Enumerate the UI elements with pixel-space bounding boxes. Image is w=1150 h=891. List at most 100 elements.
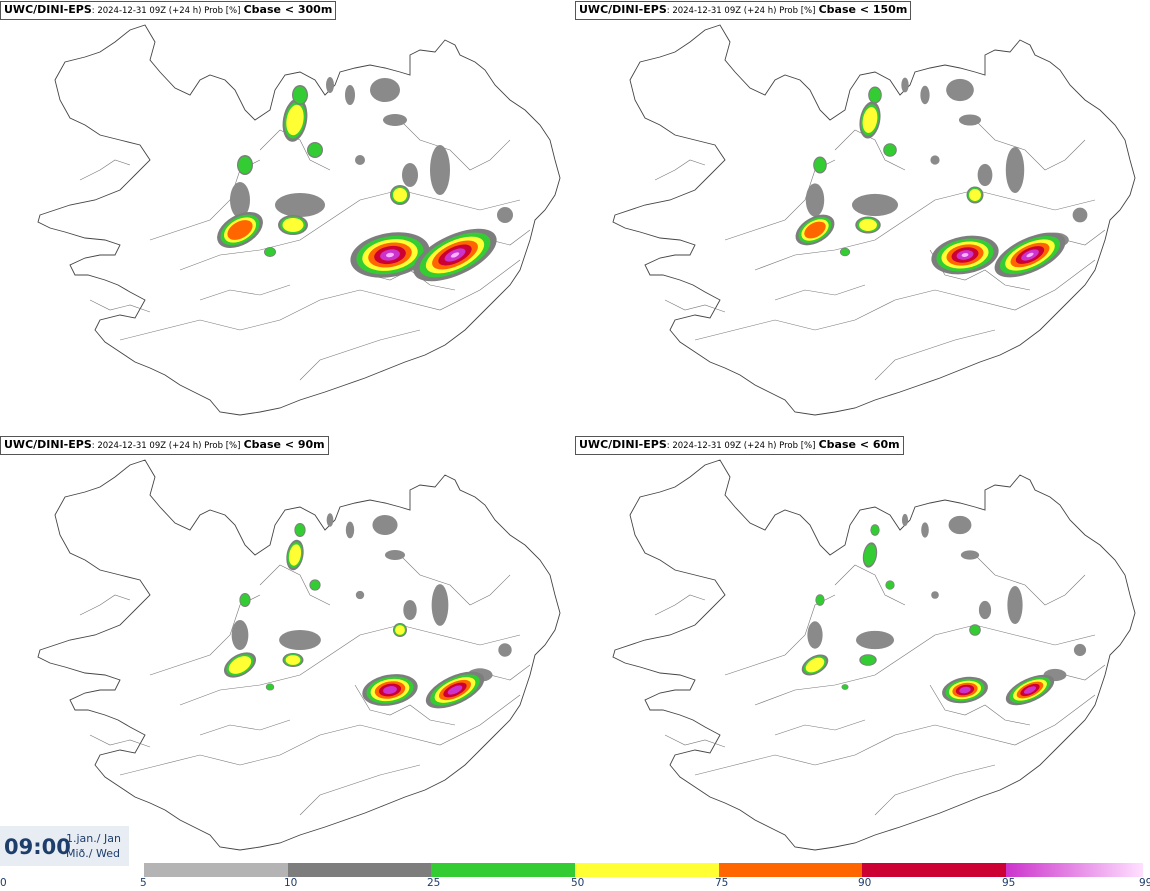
road-line [89, 734, 151, 748]
road-line [259, 564, 331, 606]
probability-area [901, 513, 909, 527]
road-line [199, 719, 291, 736]
probability-area [310, 580, 320, 590]
probability-area [930, 155, 940, 165]
panel-title: UWC/DINI-EPS: 2024-12-31 09Z (+24 h) Pro… [0, 436, 329, 455]
probability-area [1023, 686, 1037, 694]
map-panel-3: UWC/DINI-EPS: 2024-12-31 09Z (+24 h) Pro… [0, 435, 575, 865]
road-line [694, 694, 1096, 776]
probability-area [383, 686, 397, 694]
probability-area [855, 630, 895, 650]
road-line [754, 189, 1096, 271]
panel-title-info: : 2024-12-31 09Z (+24 h) Prob [%] [666, 6, 816, 16]
road-line [694, 259, 1096, 341]
probability-area [370, 78, 400, 102]
colorbar-tick: 5 [140, 877, 147, 889]
colorbar-tick: 0 [0, 877, 7, 889]
probability-area [326, 77, 334, 93]
colorbar-tick: 75 [715, 877, 729, 889]
probability-area [266, 684, 274, 690]
probability-area [901, 77, 909, 93]
probability-area [807, 621, 823, 649]
probability-area [498, 643, 512, 657]
map-panel-4: UWC/DINI-EPS: 2024-12-31 09Z (+24 h) Pro… [575, 435, 1150, 865]
colorbar-segment [288, 863, 431, 877]
road-line [664, 299, 726, 313]
colorbar-tick: 25 [427, 877, 441, 889]
panel-title: UWC/DINI-EPS: 2024-12-31 09Z (+24 h) Pro… [0, 1, 337, 20]
probability-area [240, 594, 250, 606]
probability-area [355, 155, 365, 165]
probability-area [921, 522, 929, 538]
probability-area [308, 143, 322, 157]
probability-area [372, 514, 398, 536]
probability-area [285, 655, 301, 665]
probability-area [840, 248, 850, 256]
road-line [874, 764, 996, 816]
probability-area [383, 114, 407, 126]
valid-time: 09:00 [4, 835, 71, 859]
probability-area [805, 657, 825, 673]
probability-area [842, 684, 848, 690]
colorbar-tick: 95 [1002, 877, 1016, 889]
panel-title-info: : 2024-12-31 09Z (+24 h) Prob [%] [666, 441, 816, 451]
road-line [929, 684, 1031, 726]
probability-area [851, 193, 899, 217]
road-line [119, 694, 521, 776]
road-line [79, 594, 131, 616]
colorbar-tick: 50 [571, 877, 585, 889]
probability-area [231, 619, 249, 651]
coastline [612, 459, 1136, 851]
colorbar-segment [1006, 863, 1143, 877]
panel-title-threshold: Cbase < 60m [818, 438, 900, 451]
probability-area [863, 544, 877, 566]
road-line [179, 624, 521, 706]
probability-area [859, 219, 877, 231]
road-line [834, 564, 906, 606]
probability-area [402, 163, 418, 187]
probability-area [804, 221, 826, 239]
panel-title-model: UWC/DINI-EPS [4, 438, 92, 451]
probability-area [288, 544, 302, 566]
road-line [664, 734, 726, 748]
road-line [299, 329, 421, 381]
probability-area [960, 550, 980, 560]
panel-title: UWC/DINI-EPS: 2024-12-31 09Z (+24 h) Pro… [575, 436, 904, 455]
probability-area [430, 145, 450, 195]
panel-title: UWC/DINI-EPS: 2024-12-31 09Z (+24 h) Pro… [575, 1, 912, 20]
road-line [119, 259, 521, 341]
panel-title-model: UWC/DINI-EPS [579, 438, 667, 451]
panel-title-info: : 2024-12-31 09Z (+24 h) Prob [%] [91, 6, 241, 16]
probability-area [805, 183, 825, 217]
probability-area [869, 87, 881, 103]
road-line [774, 284, 866, 301]
road-line [874, 329, 996, 381]
probability-area [871, 525, 879, 535]
probability-area [386, 252, 394, 258]
iceland-map [612, 24, 1136, 416]
probability-area [286, 104, 304, 136]
probability-area [931, 591, 939, 599]
probability-area [384, 549, 406, 561]
probability-area [275, 193, 325, 217]
probability-area [1026, 252, 1034, 258]
probability-area [395, 625, 405, 635]
probability-area [497, 207, 513, 223]
probability-area [977, 163, 993, 187]
road-line [199, 284, 291, 301]
probability-area [355, 590, 365, 600]
probability-area [969, 189, 981, 201]
valid-date: 1.jan./ Jan Mið./ Wed [66, 831, 121, 861]
probability-area [1005, 146, 1025, 194]
road-line [259, 129, 331, 171]
probability-area [816, 595, 824, 605]
probability-area [450, 252, 460, 258]
road-line [774, 719, 866, 736]
panel-title-threshold: Cbase < 300m [243, 3, 333, 16]
road-line [754, 624, 1096, 706]
probability-area [970, 625, 980, 635]
probability-area [326, 513, 334, 527]
road-line [399, 119, 511, 171]
road-line [974, 554, 1086, 606]
road-line [179, 189, 521, 271]
